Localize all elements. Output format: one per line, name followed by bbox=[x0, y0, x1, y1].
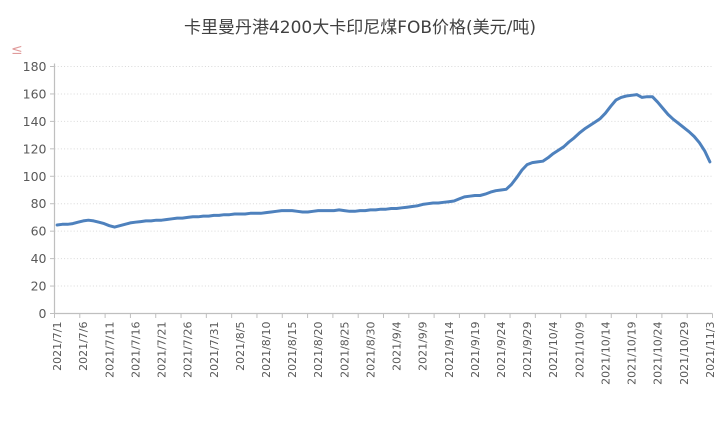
x-tick-label: 2021/9/14 bbox=[443, 322, 456, 378]
chart-title: 卡里曼丹港4200大卡印尼煤FOB价格(美元/吨) bbox=[184, 18, 536, 38]
y-tick-label: 20 bbox=[31, 279, 47, 294]
x-tick-label: 2021/10/4 bbox=[547, 322, 560, 378]
x-tick-label: 2021/7/1 bbox=[51, 322, 64, 371]
x-tick-label: 2021/8/20 bbox=[312, 322, 325, 378]
x-tick-label: 2021/10/24 bbox=[652, 322, 665, 385]
x-tick-label: 2021/8/5 bbox=[234, 322, 247, 371]
x-tick-label: 2021/7/16 bbox=[129, 322, 142, 378]
x-tick-label: 2021/10/19 bbox=[626, 322, 639, 385]
x-tick-label: 2021/7/21 bbox=[156, 322, 169, 378]
x-tick-label: 2021/9/4 bbox=[391, 322, 404, 371]
y-tick-label: 180 bbox=[23, 59, 47, 74]
x-axis-tick-labels: 2021/7/1 2021/7/6 2021/7/11 2021/7/16 2021/7… bbox=[51, 322, 717, 385]
y-tick-label: 40 bbox=[31, 251, 47, 266]
y-tick-label: 160 bbox=[23, 86, 47, 101]
y-tick-label: 80 bbox=[31, 196, 47, 211]
x-tick-label: 2021/9/24 bbox=[495, 322, 508, 378]
price-series bbox=[55, 93, 712, 229]
x-tick-label: 2021/11/3 bbox=[704, 322, 717, 378]
y-tick-label: 120 bbox=[23, 141, 47, 156]
y-tick-label: 0 bbox=[39, 306, 47, 321]
x-tick-label: 2021/8/15 bbox=[286, 322, 299, 378]
axes bbox=[50, 63, 713, 318]
x-tick-label: 2021/9/29 bbox=[521, 322, 534, 378]
x-tick-label: 2021/8/10 bbox=[260, 322, 273, 378]
y-tick-label: 100 bbox=[23, 169, 47, 184]
x-tick-label: 2021/8/30 bbox=[364, 322, 377, 378]
gridlines bbox=[54, 66, 713, 287]
y-axis-tick-labels: 0 20 40 60 80 100 120 140 160 180 bbox=[23, 59, 47, 321]
x-tick-label: 2021/7/31 bbox=[208, 322, 221, 378]
x-tick-label: 2021/7/26 bbox=[182, 322, 195, 378]
price-line bbox=[55, 93, 712, 229]
x-tick-label: 2021/9/9 bbox=[417, 322, 430, 371]
y-tick-label: 60 bbox=[31, 224, 47, 239]
x-tick-label: 2021/7/11 bbox=[103, 322, 116, 378]
y-tick-label: 140 bbox=[23, 114, 47, 129]
x-tick-label: 2021/9/19 bbox=[469, 322, 482, 378]
x-tick-label: 2021/10/14 bbox=[599, 322, 612, 385]
x-tick-label: 2021/10/9 bbox=[573, 322, 586, 378]
x-tick-label: 2021/10/29 bbox=[678, 322, 691, 385]
watermark-glyph: ≤ bbox=[11, 42, 23, 58]
x-tick-label: 2021/8/25 bbox=[338, 322, 351, 378]
x-tick-label: 2021/7/6 bbox=[77, 322, 90, 371]
